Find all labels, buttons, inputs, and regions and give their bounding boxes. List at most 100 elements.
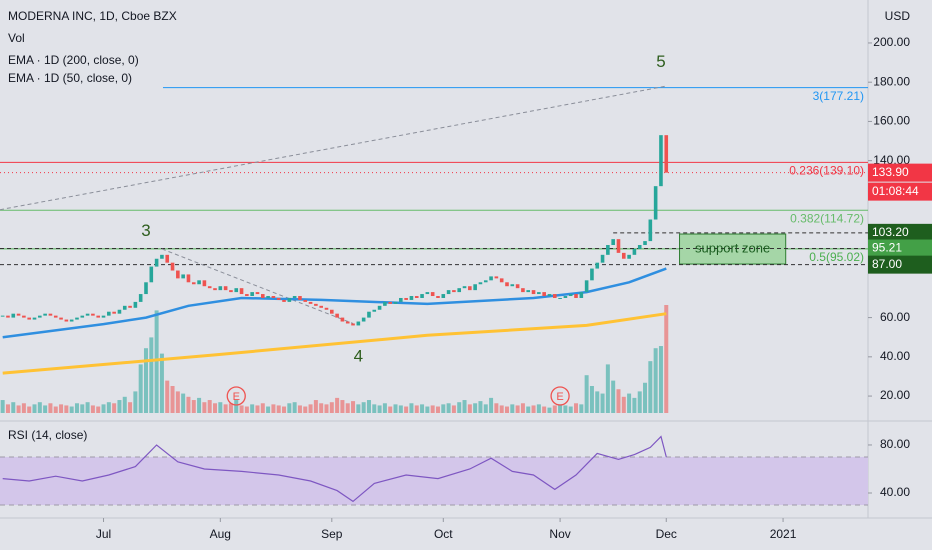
volume-bar [611,380,616,413]
x-tick-label: Oct [434,527,453,541]
volume-bar [165,380,170,413]
volume-bar [37,402,42,413]
candle [59,317,63,320]
legend-volume: Vol [8,31,25,45]
volume-bar [377,405,382,413]
volume-bar [27,406,32,413]
candle [160,254,164,259]
candle [11,313,16,318]
volume-bar [446,403,451,413]
candle [176,270,180,279]
volume-bar [404,406,409,413]
volume-bar [388,406,393,413]
volume-bar [637,391,642,413]
volume-bar [425,406,430,413]
volume-bar [542,406,547,413]
volume-bar [170,386,175,413]
candle [552,294,557,298]
candle [229,290,233,293]
x-tick-label: Jul [96,527,111,541]
candle [85,313,90,316]
volume-bar [648,361,653,413]
volume-bar [292,402,297,413]
volume-bar [117,400,122,413]
candle [308,301,313,304]
trendline [161,248,354,324]
volume-bar [16,405,21,413]
candle [404,297,408,300]
candle [53,315,58,318]
candle [239,288,244,295]
candle [526,290,531,293]
candle [138,294,143,302]
candle [213,288,217,291]
candle [521,288,525,293]
volume-bar [558,404,563,413]
volume-bar [526,406,531,413]
volume-bar [547,407,552,413]
volume-bar [133,391,138,413]
rsi-band [0,456,868,505]
volume-bar [531,405,536,413]
volume-bar [43,405,48,413]
main-layer [0,135,669,503]
candle [197,280,201,285]
volume-bar [393,404,398,413]
candle [515,284,520,289]
candle [165,254,170,263]
candle [600,254,605,263]
volume-bar [515,405,520,413]
volume-bar [213,403,218,413]
volume-bar [181,393,186,413]
candle [91,313,95,316]
fib-level-label: 0.382(114.72) [790,211,864,225]
volume-bar [340,400,345,413]
volume-bar [149,337,154,413]
currency-label: USD [885,9,911,23]
candle [505,282,509,287]
candle [75,317,79,320]
volume-bar [266,406,271,413]
price-badge-label: 103.20 [872,225,909,239]
volume-bar [658,346,663,413]
volume-bar [64,405,69,413]
volume-bar [478,401,483,413]
volume-bar [313,400,318,413]
candle [462,286,467,289]
volume-bar [552,405,557,413]
volume-bar [574,403,579,413]
volume-bar [430,405,435,413]
candle [377,305,382,310]
volume-bar [186,396,191,413]
candle [579,292,584,298]
candle [276,297,281,300]
volume-bar [0,400,5,413]
candle [574,294,578,298]
rsi-title: RSI (14, close) [8,428,87,442]
candle [112,311,116,314]
volume-bar [128,402,133,413]
volume-bar [159,353,164,413]
candle [595,262,600,269]
candle [255,292,260,295]
volume-bar [69,406,74,413]
volume-bar [457,402,462,413]
candle [69,319,74,322]
volume-bar [308,404,313,413]
candle [489,276,493,281]
volume-bar [255,405,260,413]
volume-bar [600,393,605,413]
candle [27,317,31,320]
candle [149,266,154,283]
y-tick-label: 200.00 [873,35,910,49]
volume-bar [218,402,223,413]
candle [457,288,462,293]
volume-bar [154,310,159,413]
x-tick-label: Sep [321,527,343,541]
candle [627,254,631,259]
candle [409,296,414,300]
back-layer [0,42,872,522]
candle [563,296,568,298]
volume-bar [616,389,621,413]
volume-bar [467,404,472,413]
